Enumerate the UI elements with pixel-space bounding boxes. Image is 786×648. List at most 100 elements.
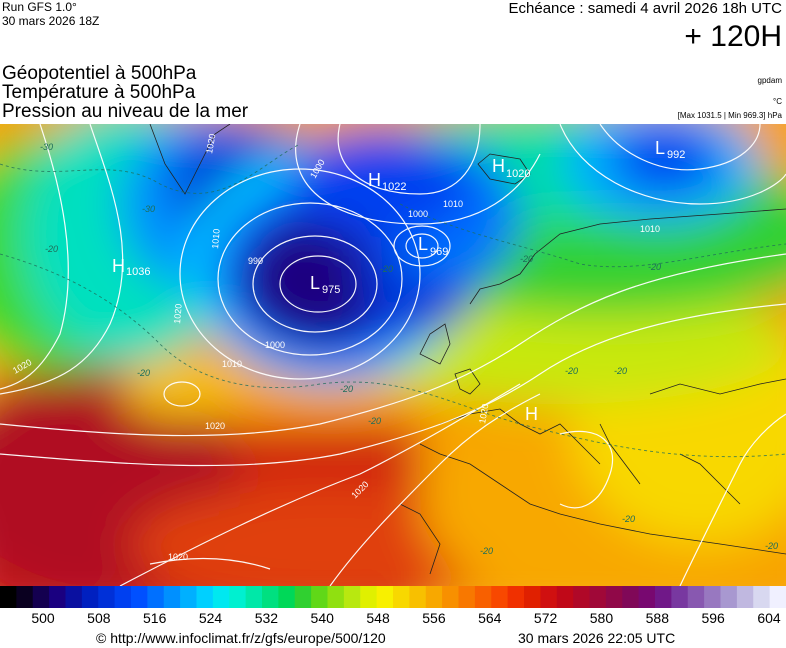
scale-tick-labels: 500 508 516 524 532 540 548 556 564 572 580 588 596 6… bbox=[0, 610, 786, 628]
temperature-label: -20 bbox=[765, 541, 778, 551]
unit-gpdam: gpdam bbox=[757, 76, 782, 85]
scale-swatch bbox=[196, 586, 214, 608]
scale-tick-label: 588 bbox=[645, 610, 669, 626]
temperature-label: -20 bbox=[45, 244, 58, 254]
scale-swatch bbox=[556, 586, 574, 608]
scale-tick-label: 564 bbox=[478, 610, 502, 626]
isobar-label: 1020 bbox=[205, 421, 225, 431]
isobar-label: 1020 bbox=[204, 133, 217, 154]
scale-swatch bbox=[262, 586, 279, 608]
scale-swatch bbox=[605, 586, 623, 608]
temperature-label: -20 bbox=[648, 262, 661, 272]
scale-tick-label: 500 bbox=[31, 610, 55, 626]
scale-swatch bbox=[376, 586, 394, 608]
generated-time: 30 mars 2026 22:05 UTC bbox=[518, 630, 676, 646]
scale-swatch bbox=[720, 586, 738, 608]
pressure-range: [Max 1031.5 | Min 969.3] hPa bbox=[677, 111, 782, 120]
title-temperature: Température à 500hPa bbox=[2, 82, 196, 103]
scale-swatch bbox=[131, 586, 148, 608]
title-pressure: Pression au niveau de la mer bbox=[2, 101, 249, 122]
isobar-label: 1020 bbox=[168, 552, 188, 562]
temperature-label: -20 bbox=[622, 514, 635, 524]
scale-swatch bbox=[180, 586, 198, 608]
scale-swatch bbox=[655, 586, 672, 608]
isobar-label: 1000 bbox=[265, 340, 285, 350]
svg-text:1036: 1036 bbox=[126, 266, 150, 278]
scale-swatch bbox=[16, 586, 34, 608]
geopotential-field bbox=[0, 124, 786, 586]
scale-swatch bbox=[212, 586, 230, 608]
svg-text:975: 975 bbox=[322, 284, 340, 296]
title-geopotential: Géopotentiel à 500hPa bbox=[2, 63, 197, 84]
scale-swatch bbox=[278, 586, 296, 608]
scale-tick-label: 548 bbox=[366, 610, 390, 626]
scale-swatch bbox=[540, 586, 558, 608]
scale-swatch bbox=[458, 586, 476, 608]
scale-swatch bbox=[65, 586, 83, 608]
svg-text:H: H bbox=[112, 256, 125, 276]
scale-swatch bbox=[81, 586, 99, 608]
low-center-975: L 975 bbox=[310, 273, 340, 296]
temperature-label: -20 bbox=[340, 384, 353, 394]
high-center-1022: H 1022 bbox=[368, 170, 406, 193]
temperature-label: -30 bbox=[142, 204, 155, 214]
isobar-label: 1010 bbox=[210, 228, 222, 249]
scale-swatch bbox=[147, 586, 165, 608]
scale-tick-label: 580 bbox=[589, 610, 614, 626]
scale-swatch bbox=[589, 586, 607, 608]
scale-swatch bbox=[687, 586, 705, 608]
svg-text:1022: 1022 bbox=[382, 181, 406, 193]
scale-swatch bbox=[32, 586, 50, 608]
scale-swatch bbox=[311, 586, 329, 608]
scale-swatch bbox=[704, 586, 722, 608]
scale-swatch bbox=[425, 586, 443, 608]
scale-swatch bbox=[163, 586, 181, 608]
scale-tick-label: 556 bbox=[422, 610, 446, 626]
scale-swatch bbox=[114, 586, 132, 608]
scale-swatch bbox=[98, 586, 116, 608]
scale-swatch bbox=[327, 586, 345, 608]
scale-swatch bbox=[573, 586, 591, 608]
scale-swatch bbox=[360, 586, 378, 608]
scale-swatch bbox=[393, 586, 410, 608]
scale-swatch bbox=[474, 586, 492, 608]
scale-tick-label: 540 bbox=[310, 610, 334, 626]
svg-text:L: L bbox=[655, 138, 665, 158]
isotherms bbox=[0, 143, 786, 458]
temperature-label: -20 bbox=[520, 254, 533, 264]
temperature-label: -20 bbox=[380, 264, 393, 274]
scale-tick-label: 604 bbox=[757, 610, 781, 626]
isobar-label: 1010 bbox=[640, 224, 660, 234]
svg-text:H: H bbox=[492, 156, 505, 176]
isobar-label: 1020 bbox=[477, 403, 490, 424]
weather-map: 1020 1010 1000 990 1000 1010 1020 1000 1… bbox=[0, 124, 786, 586]
temperature-label: -20 bbox=[137, 368, 150, 378]
scale-tick-label: 532 bbox=[254, 610, 279, 626]
valid-time: Echéance : samedi 4 avril 2026 18h UTC bbox=[508, 0, 782, 17]
low-center-969: L 969 bbox=[418, 234, 448, 258]
color-scale bbox=[0, 586, 786, 608]
isobars bbox=[0, 124, 786, 586]
pressure-centers: H 1036 H 1022 H 1020 L 992 L 975 L 969 bbox=[112, 138, 685, 424]
scale-swatch bbox=[442, 586, 460, 608]
scale-swatch bbox=[638, 586, 656, 608]
scale-tick-label: 508 bbox=[87, 610, 111, 626]
high-center-1036: H 1036 bbox=[112, 256, 150, 278]
temperature-labels: -30 -20 -30 -20 -20 -20 -20 -20 -20 -20 … bbox=[40, 142, 778, 556]
scale-swatch bbox=[736, 586, 754, 608]
temperature-label: -30 bbox=[40, 142, 53, 152]
temperature-label: -20 bbox=[565, 366, 578, 376]
scale-swatch bbox=[343, 586, 361, 608]
coastlines bbox=[149, 124, 786, 575]
scale-swatch bbox=[49, 586, 67, 608]
isobar-label: 1000 bbox=[408, 209, 428, 219]
scale-tick-label: 524 bbox=[198, 610, 223, 626]
lead-time: + 120H bbox=[684, 20, 782, 53]
svg-text:L: L bbox=[310, 273, 320, 293]
low-center-992: L 992 bbox=[655, 138, 685, 161]
run-date: 30 mars 2026 18Z bbox=[2, 14, 100, 28]
scale-swatch bbox=[507, 586, 525, 608]
scale-swatch bbox=[622, 586, 640, 608]
isobar-label: 1010 bbox=[443, 199, 463, 209]
scale-swatch bbox=[294, 586, 312, 608]
